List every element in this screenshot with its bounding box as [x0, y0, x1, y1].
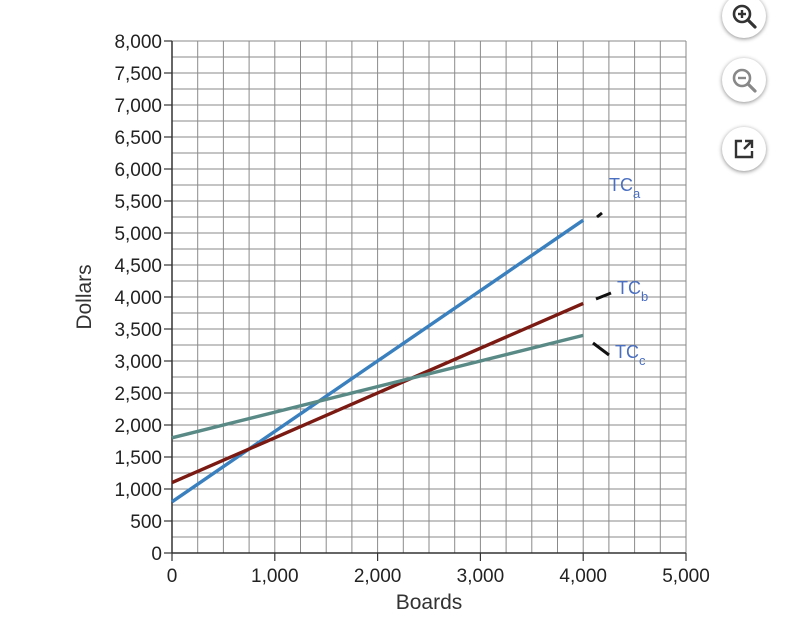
- x-tick-label: 5,000: [662, 566, 710, 587]
- zoom-out-button[interactable]: [722, 58, 766, 102]
- y-tick-label: 4,000: [114, 288, 162, 309]
- y-tick-label: 500: [130, 512, 162, 533]
- y-tick-label: 4,500: [114, 256, 162, 277]
- series-lines: [171, 218, 585, 504]
- x-tick-label: 1,000: [251, 566, 299, 587]
- y-tick-label: 0: [151, 544, 162, 565]
- series-label-tca: TCa: [609, 175, 641, 201]
- y-tick-label: 2,000: [114, 416, 162, 437]
- y-tick-label: 1,500: [114, 448, 162, 469]
- series-labels: TCa TCb TCc: [592, 175, 648, 368]
- series-line-tcc: [171, 333, 584, 440]
- y-tick-label: 6,000: [114, 160, 162, 181]
- y-tick-label: 5,500: [114, 192, 162, 213]
- y-tick-label: 1,000: [114, 480, 162, 501]
- x-tick-label: 0: [167, 566, 178, 587]
- y-tick-label: 7,500: [114, 64, 162, 85]
- zoom-in-icon: [732, 4, 757, 29]
- zoom-in-button[interactable]: [722, 0, 766, 38]
- series-line-tcb: [171, 301, 584, 485]
- x-tick-label: 2,000: [354, 566, 402, 587]
- label-leader-tcc: [592, 341, 610, 357]
- zoom-out-icon: [732, 68, 757, 93]
- y-tick-label: 2,500: [114, 384, 162, 405]
- y-tick-label: 5,000: [114, 224, 162, 245]
- y-tick-label: 8,000: [114, 32, 162, 53]
- label-leader-tcb: [595, 291, 612, 301]
- series-label-tcc: TCc: [615, 342, 646, 368]
- external-link-icon: [734, 139, 754, 159]
- y-tick-label: 7,000: [114, 96, 162, 117]
- x-axis-title: Boards: [396, 591, 463, 614]
- label-leader-tca: [596, 211, 603, 219]
- y-tick-label: 3,000: [114, 352, 162, 373]
- x-tick-label: 3,000: [457, 566, 505, 587]
- y-axis-title: Dollars: [73, 264, 96, 329]
- y-tick-label: 6,500: [114, 128, 162, 149]
- x-tick-label: 4,000: [559, 566, 607, 587]
- series-label-tcb: TCb: [617, 278, 648, 304]
- series-line-tca: [171, 218, 585, 504]
- grid: [171, 40, 687, 554]
- y-tick-label: 3,500: [114, 320, 162, 341]
- axes: 0 500 1,000 1,500 2,000 2,500 3,000 3,500 4,000 4…: [114, 32, 709, 587]
- popout-button[interactable]: [722, 127, 766, 171]
